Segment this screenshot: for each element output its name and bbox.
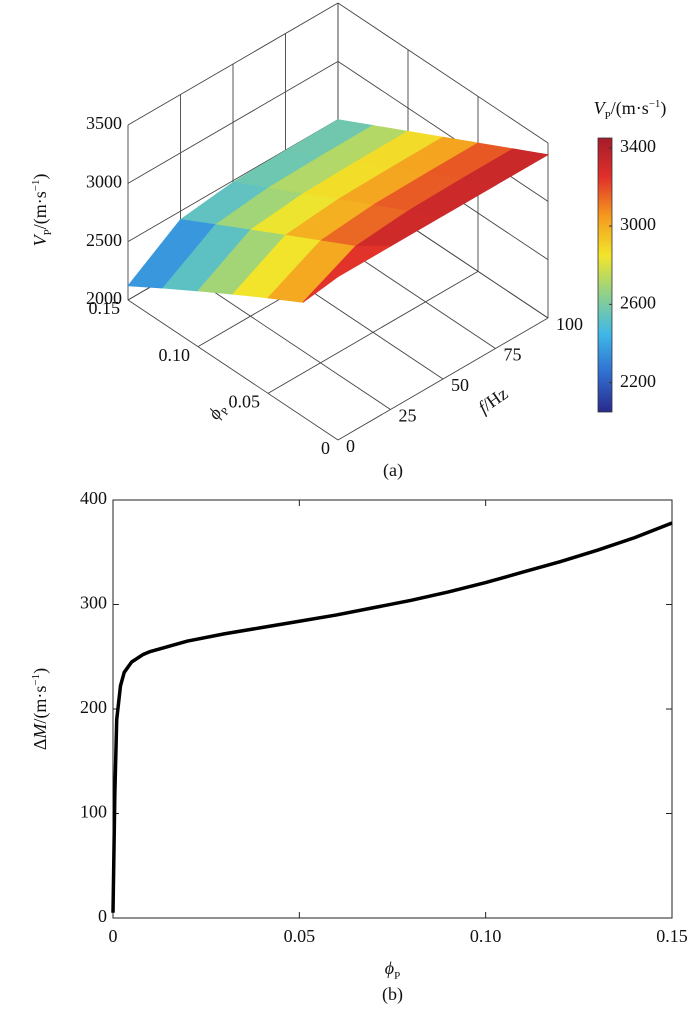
y-tick-label: 0.10 — [159, 345, 191, 365]
colorbar-label-part: −1 — [649, 98, 661, 110]
grid-line — [337, 60, 549, 202]
grid-line — [127, 299, 339, 441]
y-tick-label: 300 — [80, 593, 107, 613]
x-tick-label: 100 — [556, 314, 583, 334]
colorbar-tick-label: 2600 — [620, 292, 656, 312]
x-tick-label: 75 — [504, 345, 522, 365]
y-axis-label-part: −1 — [30, 674, 42, 686]
y-axis-label: ΔM/(m·s−1) — [30, 668, 52, 750]
grid-line — [337, 317, 549, 441]
x-axis-label-part: ϕ — [385, 958, 394, 978]
z-tick-label: 2000 — [86, 288, 122, 308]
colorbar-label-part: ) — [660, 98, 666, 119]
surface-patch — [302, 245, 392, 303]
y-axis-label-part: /(m·s — [30, 686, 51, 724]
caption: (b) — [382, 984, 403, 1005]
colorbar-label-part: /(m·s — [611, 98, 649, 119]
colorbar-label-part: P — [605, 110, 611, 122]
colorbar-tick-label: 3000 — [620, 214, 656, 234]
z-tick-label: 3500 — [86, 113, 122, 133]
x-tick-label: 50 — [451, 375, 469, 395]
x-axis-label-part: P — [394, 970, 400, 982]
z-tick-label: 3000 — [86, 171, 122, 191]
grid-line — [337, 2, 549, 144]
z-axis-label-part: /(m·s — [30, 191, 51, 229]
x-tick-label: 0 — [109, 926, 118, 946]
y-tick-label: 0 — [321, 438, 330, 458]
z-axis-label-part: −1 — [30, 180, 42, 192]
grid-line — [267, 270, 479, 394]
y-tick-label: 100 — [80, 802, 107, 822]
y-tick-label: 400 — [80, 488, 107, 508]
z-tick-label: 2500 — [86, 230, 122, 250]
x-axis-label: f/Hz — [474, 383, 511, 417]
y-tick-label: 0.15 — [89, 298, 121, 318]
z-axis-label-part: V — [30, 233, 50, 246]
y-tick-label: 0 — [98, 906, 107, 926]
x-tick-label: 0.05 — [284, 926, 316, 946]
y-tick-label: 0.05 — [229, 391, 261, 411]
z-axis-label: VP/(m·s−1) — [30, 174, 54, 247]
x-axis-label: ϕP — [385, 958, 400, 981]
x-tick-label: 0.15 — [656, 926, 688, 946]
colorbar-tick-label: 2200 — [620, 371, 656, 391]
colorbar-label-part: V — [594, 98, 607, 118]
y-axis-label-part: M — [30, 723, 50, 740]
z-axis-label-part: P — [42, 229, 54, 235]
x-tick-label: 25 — [399, 406, 417, 426]
y-tick-label: 200 — [80, 697, 107, 717]
y-axis-label-part: P — [219, 405, 232, 417]
y-axis-label-part: ) — [30, 668, 51, 674]
caption: (a) — [383, 460, 403, 481]
x-tick-label: 0 — [346, 436, 355, 456]
colorbar — [597, 137, 613, 413]
plot-frame — [112, 499, 673, 919]
data-line — [111, 521, 673, 913]
colorbar-label: VP/(m·s−1) — [594, 98, 667, 122]
y-axis-label-part: Δ — [30, 739, 50, 751]
colorbar-tick-label: 3400 — [620, 136, 656, 156]
z-axis-label-part: ) — [30, 174, 51, 180]
x-tick-label: 0.10 — [470, 926, 502, 946]
